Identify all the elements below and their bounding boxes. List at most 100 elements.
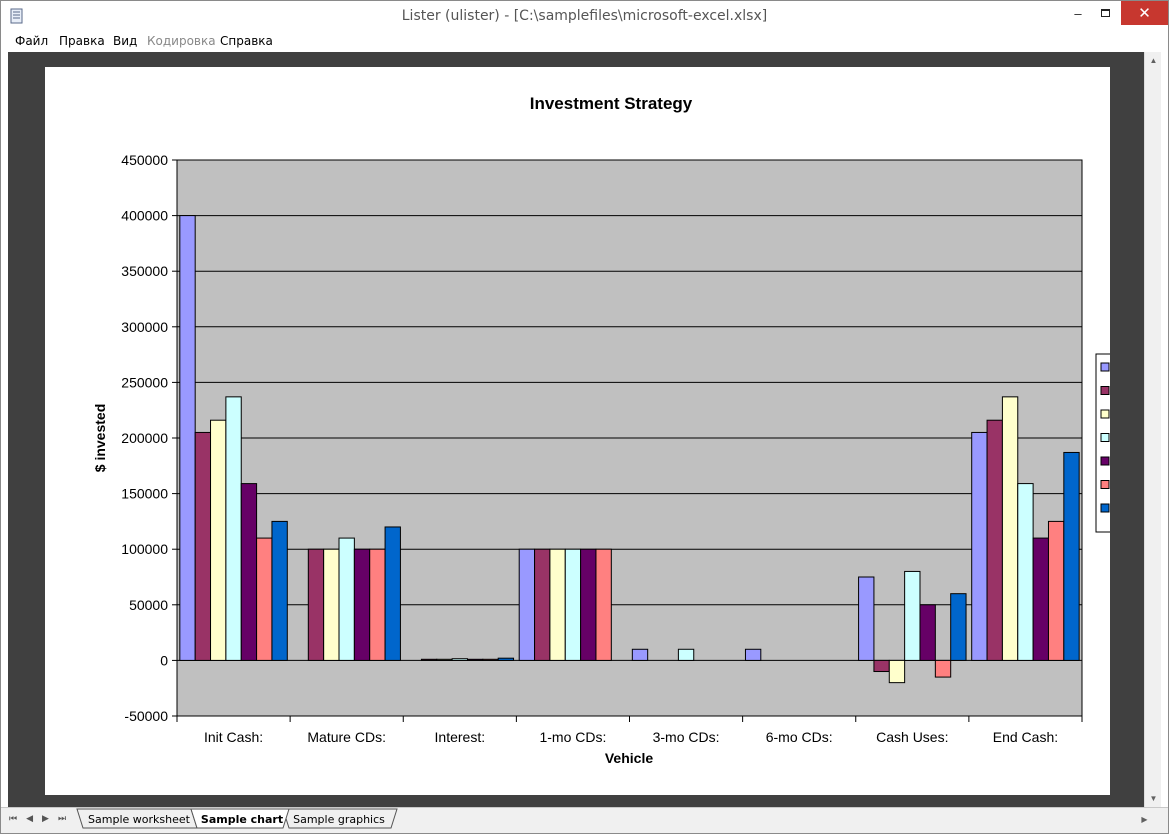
x-axis-label: Vehicle: [605, 750, 653, 766]
menu-edit[interactable]: Правка: [59, 34, 105, 48]
bar: [353, 548, 371, 661]
first-sheet-icon[interactable]: ⏮: [9, 813, 18, 823]
tab-sample-graphics[interactable]: Sample graphics: [293, 812, 385, 826]
bar: [1032, 537, 1049, 661]
menu-bar: Файл Правка Вид Кодировка Справка: [1, 31, 1168, 52]
x-tick-label: 3-mo CDs:: [653, 729, 720, 745]
x-tick-label: 1-mo CDs:: [539, 729, 606, 745]
bar: [677, 648, 695, 661]
minimize-button[interactable]: –: [1064, 1, 1092, 25]
bar: [384, 526, 401, 661]
bar: [858, 576, 875, 661]
y-axis-label: $ invested: [92, 404, 108, 472]
tab-outlines: [76, 808, 398, 829]
bar: [549, 548, 566, 661]
y-tick-label: 300000: [121, 319, 168, 335]
minimize-icon: –: [1074, 5, 1082, 21]
bar: [1001, 396, 1019, 661]
window-title: Lister (ulister) - [C:\samplefiles\micro…: [401, 8, 768, 24]
legend-swatch: [1100, 409, 1110, 419]
bar: [1063, 451, 1080, 661]
legend-swatch: [1100, 362, 1110, 372]
next-sheet-icon[interactable]: ▶: [42, 813, 49, 823]
gridlines: [177, 215, 1082, 661]
tab-sample-worksheet[interactable]: Sample worksheet: [88, 812, 190, 826]
bar: [950, 593, 967, 661]
y-tick-label: 100000: [121, 541, 168, 557]
x-axis-ticks: Init Cash: Mature CDs: Interest: 1-mo CDs: 3…: [176, 716, 1083, 745]
bar: [564, 548, 582, 661]
horizontal-scrollbar[interactable]: ▶: [399, 811, 1153, 828]
bar: [225, 396, 242, 661]
legend-swatch: [1100, 456, 1110, 466]
bar: [210, 419, 227, 661]
bar: [482, 658, 499, 661]
bar: [971, 431, 988, 661]
scroll-down-icon[interactable]: ▼: [1149, 794, 1158, 803]
bar: [888, 659, 906, 684]
bar: [534, 548, 551, 661]
bar: [256, 537, 273, 661]
bar: [631, 648, 649, 661]
lister-app-icon: [10, 8, 23, 24]
prev-sheet-icon[interactable]: ◀: [26, 813, 34, 823]
y-tick-label: 0: [160, 652, 168, 668]
y-tick-label: 450000: [121, 152, 168, 168]
maximize-button[interactable]: [1092, 1, 1118, 25]
close-icon: ✕: [1138, 5, 1151, 22]
bar: [497, 657, 515, 661]
scroll-up-icon[interactable]: ▲: [1149, 56, 1158, 65]
y-tick-label: 350000: [121, 263, 168, 279]
bar: [194, 431, 212, 661]
tab-sample-chart[interactable]: Sample chart: [200, 812, 284, 826]
bar: [420, 658, 438, 661]
bar: [323, 548, 340, 661]
y-tick-label: 250000: [121, 374, 168, 390]
bar: [1017, 483, 1034, 661]
scroll-right-icon[interactable]: ▶: [1141, 815, 1148, 824]
x-tick-label: Interest:: [435, 729, 486, 745]
menu-encoding[interactable]: Кодировка: [147, 34, 216, 48]
bar: [986, 419, 1003, 661]
menu-help[interactable]: Справка: [220, 34, 273, 48]
title-bar[interactable]: Lister (ulister) - [C:\samplefiles\micro…: [1, 1, 1168, 31]
bar: [904, 570, 921, 661]
chart-sheet: Investment Strategy 450000 400000 350000 30…: [45, 67, 1117, 795]
legend-swatch: [1100, 503, 1110, 513]
bar: [338, 537, 355, 661]
bar: [518, 548, 536, 661]
y-axis-ticks: 450000 400000 350000 300000 250000 200000 1500…: [121, 152, 177, 724]
menu-view[interactable]: Вид: [113, 34, 138, 48]
close-button[interactable]: ✕: [1121, 1, 1168, 25]
last-sheet-icon[interactable]: ⏭: [57, 813, 67, 823]
bar: [595, 548, 612, 661]
bar: [436, 658, 453, 661]
x-tick-label: End Cash:: [993, 729, 1058, 745]
y-tick-label: 400000: [121, 208, 168, 224]
y-tick-label: 150000: [121, 486, 168, 502]
bar: [934, 659, 952, 678]
x-tick-label: 6-mo CDs:: [766, 729, 833, 745]
vertical-scrollbar[interactable]: ▲ ▼: [1144, 52, 1161, 807]
x-tick-label: Init Cash:: [204, 729, 263, 745]
bar: [919, 604, 936, 661]
viewer-area: Investment Strategy 450000 400000 350000 30…: [8, 52, 1144, 807]
investment-chart: Investment Strategy 450000 400000 350000 30…: [92, 94, 1117, 766]
maximize-icon: [1100, 9, 1110, 17]
bar: [271, 520, 288, 661]
legend-swatch: [1100, 386, 1110, 395]
bar: [466, 658, 484, 661]
y-tick-label: 50000: [129, 597, 168, 613]
chart-title: Investment Strategy: [530, 94, 693, 113]
bar-series: [179, 215, 1080, 684]
x-tick-label: Cash Uses:: [876, 729, 948, 745]
y-tick-label: 200000: [121, 430, 168, 446]
sheet-tab-bar: ⏮ ◀ ▶ ⏭ Sample worksheet Sample chart Sa…: [1, 807, 1168, 833]
bar: [873, 659, 890, 673]
bar: [240, 483, 258, 661]
bar: [307, 548, 325, 661]
y-tick-label: -50000: [124, 708, 168, 724]
menu-file[interactable]: Файл: [15, 34, 49, 48]
x-tick-label: Mature CDs:: [307, 729, 386, 745]
